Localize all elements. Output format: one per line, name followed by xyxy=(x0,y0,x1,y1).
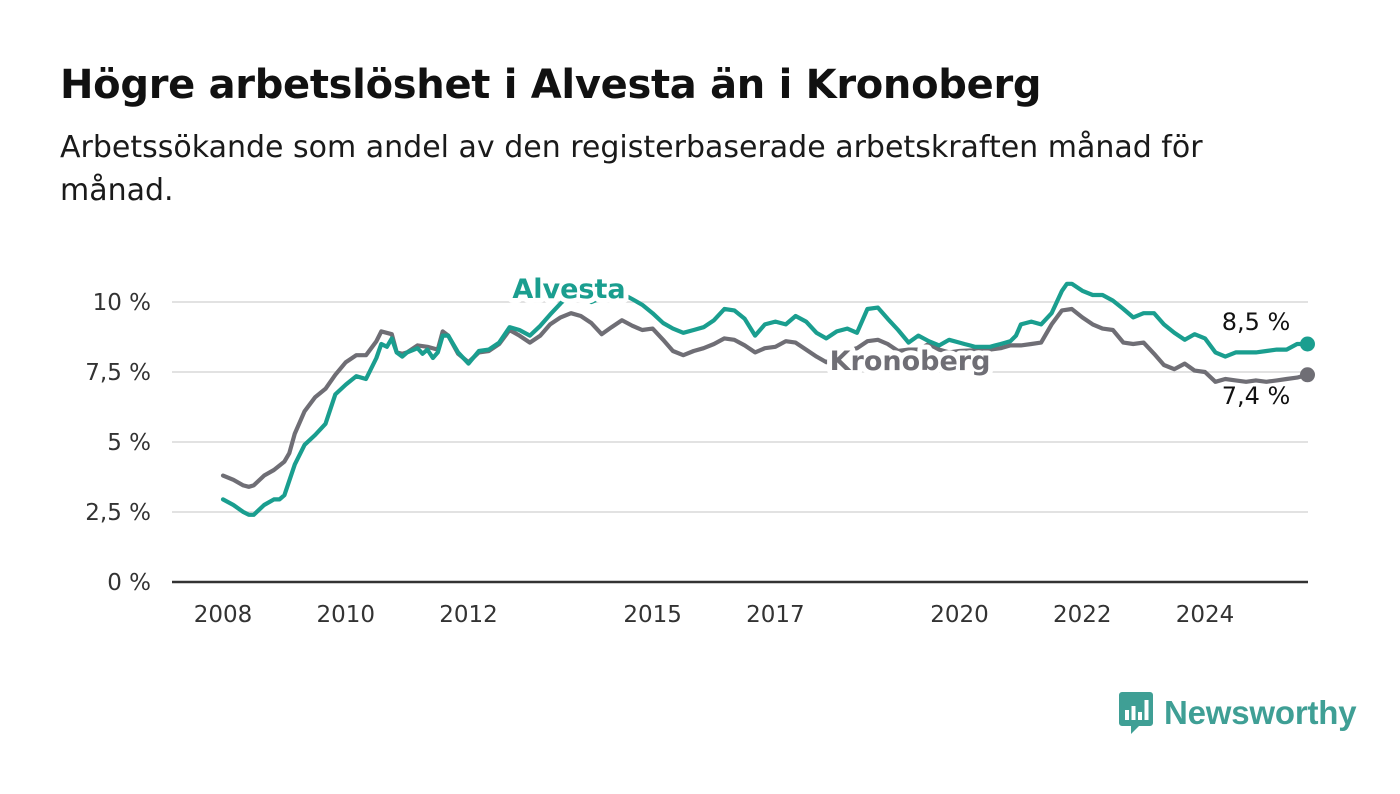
end-label-alvesta: 8,5 % xyxy=(1222,308,1291,336)
x-tick-label: 2024 xyxy=(1176,602,1235,628)
y-tick-label: 10 % xyxy=(93,290,151,316)
logo-text: Newsworthy xyxy=(1164,694,1357,731)
series-label-alvesta: Alvesta xyxy=(512,274,625,305)
page-subtitle: Arbetssökande som andel av den registerb… xyxy=(60,130,1203,208)
bar-chart-speech-bubble-icon xyxy=(1119,692,1153,734)
x-tick-label: 2017 xyxy=(746,602,805,628)
series-lines xyxy=(220,281,1315,517)
y-tick-label: 7,5 % xyxy=(85,360,151,386)
y-tick-label: 5 % xyxy=(107,430,151,456)
end-label-kronoberg: 7,4 % xyxy=(1222,382,1291,410)
y-axis-labels: 0 % 2,5 % 5 % 7,5 % 10 % xyxy=(85,290,151,596)
y-tick-label: 0 % xyxy=(107,570,151,596)
x-tick-label: 2012 xyxy=(439,602,498,628)
series-label-kronoberg: Kronoberg xyxy=(830,346,991,377)
page-title: Högre arbetslöshet i Alvesta än i Kronob… xyxy=(60,62,1042,108)
x-tick-label: 2008 xyxy=(194,602,253,628)
x-tick-label: 2022 xyxy=(1053,602,1112,628)
end-point-kronoberg xyxy=(1299,367,1315,383)
x-axis-labels: 2008 2010 2012 2015 2017 2020 2022 2024 xyxy=(194,602,1235,628)
y-tick-label: 2,5 % xyxy=(85,500,151,526)
series-line-alvesta xyxy=(220,281,1310,517)
series-line-kronoberg xyxy=(220,306,1310,489)
x-tick-label: 2015 xyxy=(623,602,682,628)
series-label-kronoberg-halo: Kronoberg xyxy=(830,346,991,377)
newsworthy-logo: Newsworthy xyxy=(1118,690,1357,736)
end-point-alvesta xyxy=(1299,336,1315,352)
gridlines xyxy=(172,301,1308,584)
series-label-alvesta-halo: Alvesta xyxy=(512,274,625,305)
x-tick-label: 2010 xyxy=(316,602,375,628)
x-tick-label: 2020 xyxy=(930,602,989,628)
